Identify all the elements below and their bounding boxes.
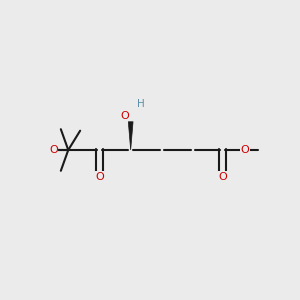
- Text: O: O: [95, 172, 104, 182]
- Polygon shape: [128, 122, 133, 150]
- Text: H: H: [137, 99, 145, 109]
- Text: O: O: [241, 145, 250, 155]
- Text: O: O: [120, 111, 129, 121]
- Text: O: O: [49, 145, 58, 155]
- Text: O: O: [218, 172, 227, 182]
